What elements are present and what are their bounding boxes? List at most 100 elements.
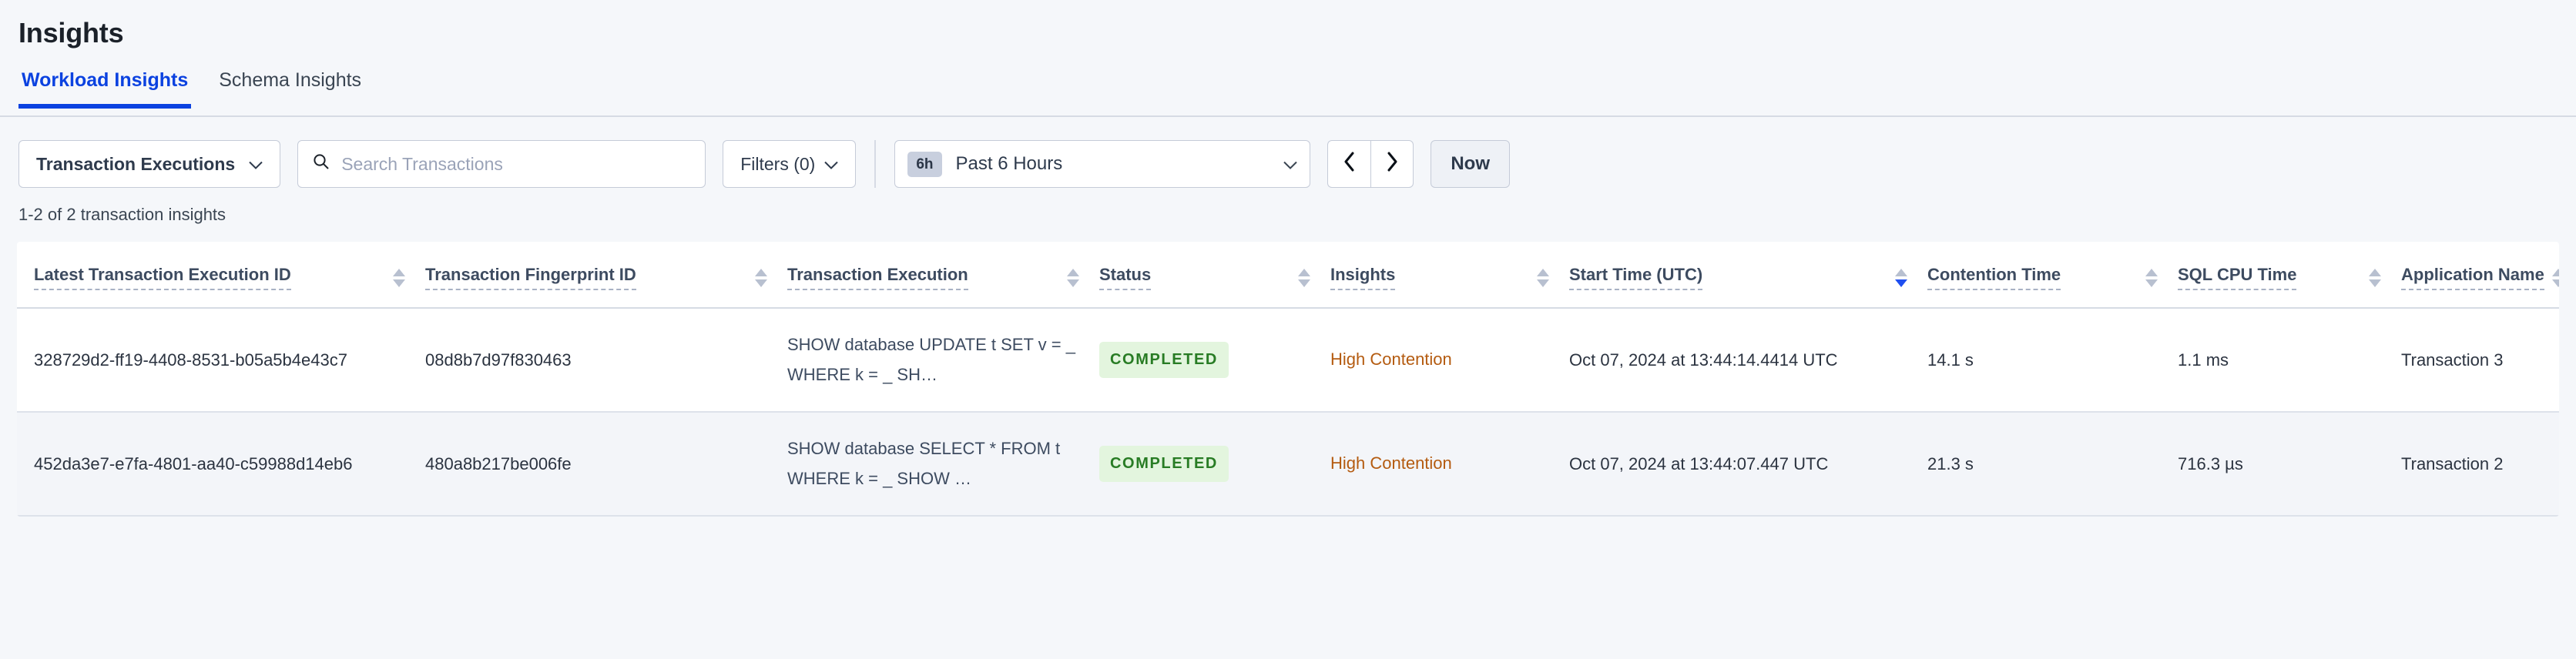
sort-ascending-icon — [393, 268, 405, 276]
column-header-label: Insights — [1330, 265, 1396, 290]
cell-execution-id: 328729d2-ff19-4408-8531-b05a5b4e43c7 — [34, 350, 347, 370]
previous-time-range-button[interactable] — [1327, 140, 1371, 188]
column-header-insights[interactable]: Insights — [1330, 242, 1569, 309]
column-header-start-time-utc[interactable]: Start Time (UTC) — [1569, 242, 1927, 309]
insight-link[interactable]: High Contention — [1330, 453, 1452, 473]
chevron-down-icon — [824, 154, 839, 175]
time-range-badge: 6h — [907, 151, 942, 177]
sort-descending-icon — [1298, 279, 1310, 287]
chevron-right-icon — [1386, 152, 1398, 177]
cell-contention-time: 21.3 s — [1927, 453, 1974, 473]
sort-ascending-icon — [2369, 268, 2381, 276]
sort-toggle-icon[interactable] — [1895, 268, 1907, 287]
filters-button[interactable]: Filters (0) — [723, 140, 857, 188]
cell-start-time: Oct 07, 2024 at 13:44:14.4414 UTC — [1569, 350, 1838, 370]
search-icon — [312, 152, 330, 176]
sort-descending-icon — [2369, 279, 2381, 287]
sort-toggle-icon[interactable] — [2145, 268, 2158, 287]
sort-descending-icon — [1895, 279, 1907, 287]
sort-toggle-icon[interactable] — [2551, 268, 2559, 287]
chevron-left-icon — [1343, 152, 1356, 177]
cell-contention-time: 14.1 s — [1927, 350, 1974, 370]
filters-button-label: Filters (0) — [740, 153, 816, 174]
cell-transaction-execution: SHOW database SELECT * FROM t WHERE k = … — [787, 412, 1099, 516]
toolbar: Transaction Executions Search Transactio… — [0, 117, 2576, 188]
column-header-application-name[interactable]: Application Name — [2401, 242, 2559, 309]
sort-toggle-icon[interactable] — [1298, 268, 1310, 287]
column-header-latest-transaction-execution-id[interactable]: Latest Transaction Execution ID — [17, 242, 425, 309]
insights-page: Insights Workload Insights Schema Insigh… — [0, 17, 2576, 517]
tab-bar: Workload Insights Schema Insights — [0, 69, 2576, 117]
sort-ascending-icon — [1067, 268, 1079, 276]
result-count: 1-2 of 2 transaction insights — [18, 205, 226, 224]
column-header-contention-time[interactable]: Contention Time — [1927, 242, 2178, 309]
sort-ascending-icon — [1298, 268, 1310, 276]
column-header-label: Contention Time — [1927, 265, 2061, 290]
column-header-label: Latest Transaction Execution ID — [34, 265, 291, 290]
sort-toggle-icon[interactable] — [1067, 268, 1079, 287]
now-button-label: Now — [1451, 153, 1490, 174]
cell-application-name: Transaction 3 — [2401, 350, 2504, 370]
sort-descending-icon — [1537, 279, 1549, 287]
insights-table-card: Latest Transaction Execution ID Transact… — [17, 242, 2559, 517]
column-header-label: Application Name — [2401, 265, 2544, 290]
column-header-sql-cpu-time[interactable]: SQL CPU Time — [2178, 242, 2401, 309]
sort-ascending-icon — [2145, 268, 2158, 276]
column-header-status[interactable]: Status — [1099, 242, 1330, 309]
column-header-label: Status — [1099, 265, 1152, 290]
sort-descending-icon — [1067, 279, 1079, 287]
tab-schema-insights[interactable]: Schema Insights — [216, 69, 364, 109]
sort-ascending-icon — [755, 268, 767, 276]
sort-toggle-icon[interactable] — [393, 268, 405, 287]
cell-sql-cpu-time: 716.3 µs — [2178, 453, 2243, 473]
insight-link[interactable]: High Contention — [1330, 350, 1452, 370]
cell-execution-id: 452da3e7-e7fa-4801-aa40-c59988d14eb6 — [34, 453, 353, 473]
column-header-label: SQL CPU Time — [2178, 265, 2297, 290]
transaction-executions-dropdown[interactable]: Transaction Executions — [18, 140, 281, 188]
sort-descending-icon — [2551, 279, 2559, 287]
cell-insights: High Contention — [1330, 308, 1569, 412]
sort-toggle-icon[interactable] — [1537, 268, 1549, 287]
tab-workload-insights[interactable]: Workload Insights — [18, 69, 192, 109]
cell-application-name: Transaction 2 — [2401, 453, 2504, 473]
cell-fingerprint-id: 08d8b7d97f830463 — [425, 350, 572, 370]
sort-ascending-icon — [2551, 268, 2559, 276]
cell-insights: High Contention — [1330, 412, 1569, 516]
next-time-range-button[interactable] — [1370, 140, 1414, 188]
sort-ascending-icon — [1537, 268, 1549, 276]
table-header-row: Latest Transaction Execution ID Transact… — [17, 242, 2559, 309]
time-range-select[interactable]: 6h Past 6 Hours — [894, 140, 1311, 188]
sort-ascending-icon — [1895, 268, 1907, 276]
column-header-transaction-execution[interactable]: Transaction Execution — [787, 242, 1099, 309]
now-button[interactable]: Now — [1431, 140, 1510, 188]
status-badge: COMPLETED — [1099, 342, 1229, 378]
cell-start-time: Oct 07, 2024 at 13:44:07.447 UTC — [1569, 453, 1829, 473]
cell-fingerprint-id: 480a8b217be006fe — [425, 453, 572, 473]
tab-workload-insights-label: Workload Insights — [22, 69, 189, 91]
transaction-execution-link[interactable]: SHOW database UPDATE t SET v = _ WHERE k… — [787, 335, 1075, 384]
sort-descending-icon — [755, 279, 767, 287]
time-range-label: Past 6 Hours — [955, 153, 1063, 174]
transaction-execution-link[interactable]: SHOW database SELECT * FROM t WHERE k = … — [787, 439, 1061, 488]
table-row: 328729d2-ff19-4408-8531-b05a5b4e43c7 08d… — [17, 308, 2559, 412]
search-input[interactable]: Search Transactions — [341, 153, 503, 174]
sort-toggle-icon[interactable] — [755, 268, 767, 287]
sort-descending-icon — [2145, 279, 2158, 287]
page-title: Insights — [18, 17, 124, 49]
sort-descending-icon — [393, 279, 405, 287]
column-header-label: Start Time (UTC) — [1569, 265, 1703, 290]
chevron-down-icon — [1283, 154, 1298, 175]
toolbar-divider — [874, 140, 877, 188]
column-header-transaction-fingerprint-id[interactable]: Transaction Fingerprint ID — [425, 242, 787, 309]
column-header-label: Transaction Execution — [787, 265, 968, 290]
time-nav-group — [1327, 140, 1414, 188]
cell-transaction-execution: SHOW database UPDATE t SET v = _ WHERE k… — [787, 308, 1099, 412]
sort-toggle-icon[interactable] — [2369, 268, 2381, 287]
search-input-wrapper[interactable]: Search Transactions — [297, 140, 706, 188]
cell-sql-cpu-time: 1.1 ms — [2178, 350, 2229, 370]
tab-schema-insights-label: Schema Insights — [219, 69, 362, 91]
cell-status: COMPLETED — [1099, 412, 1330, 516]
column-header-label: Transaction Fingerprint ID — [425, 265, 636, 290]
table-row: 452da3e7-e7fa-4801-aa40-c59988d14eb6 480… — [17, 412, 2559, 516]
transaction-executions-dropdown-label: Transaction Executions — [36, 153, 236, 174]
